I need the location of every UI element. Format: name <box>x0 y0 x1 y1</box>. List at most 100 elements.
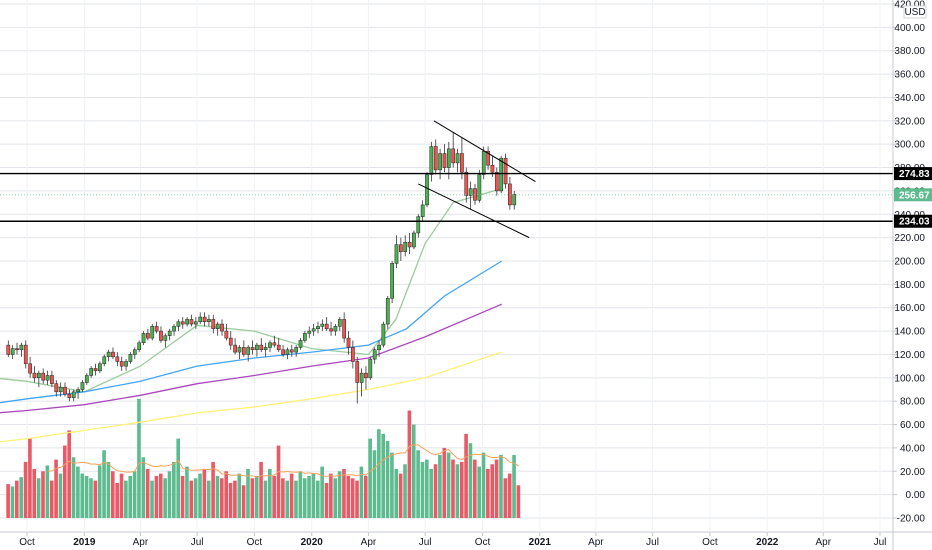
volume-bar <box>89 478 93 518</box>
candle-body <box>294 347 299 353</box>
y-tick-label: 100.00 <box>894 373 925 384</box>
volume-bar <box>294 480 298 518</box>
candle-body <box>359 372 364 383</box>
candle-body <box>320 323 325 327</box>
time-axis[interactable]: Oct 2019 Apr Jul Oct 2020 Apr Jul Oct 2021 Apr Jul O… <box>19 532 886 548</box>
y-tick-label: 120.00 <box>894 350 925 361</box>
volume-bar <box>503 478 508 518</box>
candle-body <box>63 386 67 395</box>
candle-body <box>342 319 346 339</box>
volume-bar <box>233 480 237 518</box>
candle-body <box>176 321 181 327</box>
candle-body <box>385 298 390 325</box>
candle-body <box>150 326 155 339</box>
candle-body <box>128 354 133 362</box>
candle-body <box>412 232 416 248</box>
volume-bar <box>254 475 259 518</box>
candle-body <box>54 383 59 393</box>
volume-bar <box>67 430 71 518</box>
candle-body <box>93 368 98 372</box>
candle-body <box>146 333 150 339</box>
volume-bar <box>246 468 250 518</box>
trendlines[interactable] <box>418 120 536 239</box>
price-label-box <box>894 188 932 202</box>
candle-body <box>19 344 24 351</box>
horizontal-levels[interactable] <box>0 172 893 222</box>
volume-bar <box>390 452 394 518</box>
volume-bar <box>337 471 342 518</box>
volume-bar <box>54 459 58 518</box>
volume-bar <box>451 459 455 518</box>
volume-bar <box>416 450 420 518</box>
candle-body <box>494 171 499 192</box>
volume-bar <box>455 464 460 518</box>
volume-bar <box>49 480 54 518</box>
candle-body <box>324 323 329 330</box>
volume-bar <box>363 475 368 518</box>
volume-bar <box>289 473 294 518</box>
y-tick-label: 380.00 <box>894 46 925 57</box>
volume-bar <box>124 480 128 518</box>
volume-bar <box>224 471 228 518</box>
x-tick-label: Jul <box>191 537 204 548</box>
candle-body <box>455 153 460 164</box>
y-tick-label: 160.00 <box>894 303 925 314</box>
volume-bar <box>315 480 320 518</box>
x-tick-label: Apr <box>588 537 604 548</box>
volume-bar <box>494 459 499 518</box>
volume-bar <box>438 454 442 518</box>
moving-average-line <box>0 260 503 404</box>
volume-bar <box>281 478 285 518</box>
volume-bar <box>237 473 242 518</box>
y-tick-label: 20.00 <box>900 467 925 478</box>
volume-bar <box>302 478 307 518</box>
x-tick-label: 2019 <box>73 537 96 548</box>
candle-body <box>416 216 421 234</box>
volume-bar <box>429 468 433 518</box>
moving-averages <box>0 187 519 478</box>
candle-body <box>215 323 220 330</box>
volume-bar <box>425 459 429 518</box>
candle-body <box>241 347 246 355</box>
candle-body <box>316 326 320 330</box>
volume-bar <box>106 461 111 518</box>
candle-body <box>233 344 237 353</box>
volume-bar <box>137 398 141 518</box>
y-tick-label: 340.00 <box>894 93 925 104</box>
trendline[interactable] <box>433 120 536 182</box>
volume-bar <box>141 457 146 518</box>
candle-body <box>250 347 255 351</box>
volume-bar <box>180 475 185 518</box>
candle-body <box>451 148 456 164</box>
volume-average-line <box>47 444 519 478</box>
y-tick-label: 80.00 <box>900 397 925 408</box>
x-tick-label: Oct <box>702 537 718 548</box>
volume-bar <box>307 475 311 518</box>
price-axis[interactable]: 420.00 400.00 380.00 360.00 340.00 320.00 300.… <box>892 0 932 550</box>
candle-body <box>115 356 120 362</box>
trendline[interactable] <box>418 183 530 239</box>
candle-body <box>368 358 373 379</box>
moving-average-line <box>0 303 503 414</box>
x-tick-label: 2022 <box>756 537 779 548</box>
candle-body <box>329 328 333 332</box>
volume-bar <box>420 461 425 518</box>
candle-body <box>420 204 425 217</box>
candle-body <box>207 319 211 322</box>
volume-bar <box>490 464 495 518</box>
candle-body <box>180 321 185 325</box>
y-tick-label: 0.00 <box>906 490 926 501</box>
candle-body <box>508 183 512 206</box>
candle-body <box>407 242 412 248</box>
volume-bar <box>486 468 490 518</box>
volume-bar <box>63 445 67 518</box>
volume-bar <box>263 480 268 518</box>
volume-bar <box>394 468 399 518</box>
candle-body <box>202 316 207 322</box>
candle-body <box>298 340 303 348</box>
volume-bar <box>372 450 377 518</box>
volume-bar <box>206 480 211 518</box>
volume-bar <box>285 480 290 518</box>
volume-bar <box>346 475 351 518</box>
